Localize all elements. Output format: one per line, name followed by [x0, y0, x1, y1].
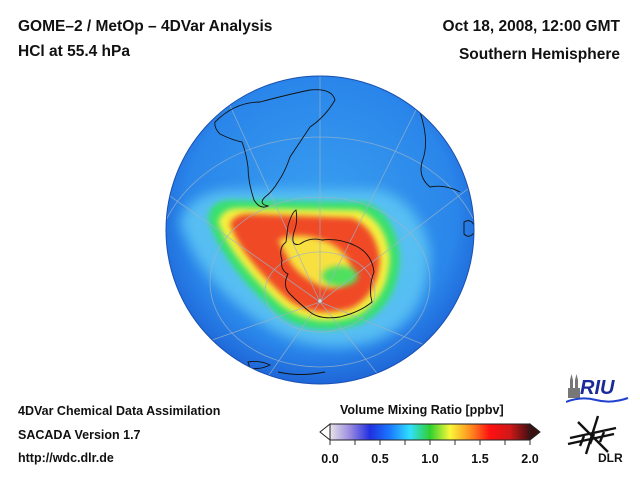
colorbar-gradient: [329, 423, 531, 441]
date-label: Oct 18, 2008, 12:00 GMT: [442, 18, 620, 35]
colorbar-under-arrow: [319, 422, 331, 442]
dlr-logo: DLR: [567, 415, 623, 465]
colorbar-title: Volume Mixing Ratio [ppbv]: [340, 403, 504, 417]
colorbar-tick-label: 0.0: [321, 452, 339, 466]
title-line-2: HCl at 55.4 hPa: [18, 43, 130, 60]
footer-line-1: 4DVar Chemical Data Assimilation: [18, 404, 221, 418]
colorbar-over-arrow: [529, 422, 541, 442]
footer-url[interactable]: http://wdc.dlr.de: [18, 451, 114, 465]
colorbar: [319, 422, 541, 445]
region-label: Southern Hemisphere: [458, 46, 620, 63]
footer-line-2: SACADA Version 1.7: [18, 428, 141, 442]
colorbar-tick-label: 1.5: [471, 452, 489, 466]
colorbar-tick-label: 1.0: [421, 452, 439, 466]
title-line-1: GOME–2 / MetOp – 4DVar Analysis: [18, 18, 273, 35]
dlr-logo-text: DLR: [598, 451, 623, 465]
dlr-emblem-icon: [567, 415, 617, 455]
field-inner-green: [322, 266, 358, 286]
colorbar-tick-label: 0.5: [371, 452, 389, 466]
colorbar-tick-label: 2.0: [521, 452, 539, 466]
globe-map: [165, 75, 475, 385]
south-pole-marker: [317, 298, 323, 304]
riu-logo: RIU: [566, 374, 629, 403]
cathedral-icon: [568, 374, 580, 398]
riu-logo-text: RIU: [580, 377, 615, 399]
